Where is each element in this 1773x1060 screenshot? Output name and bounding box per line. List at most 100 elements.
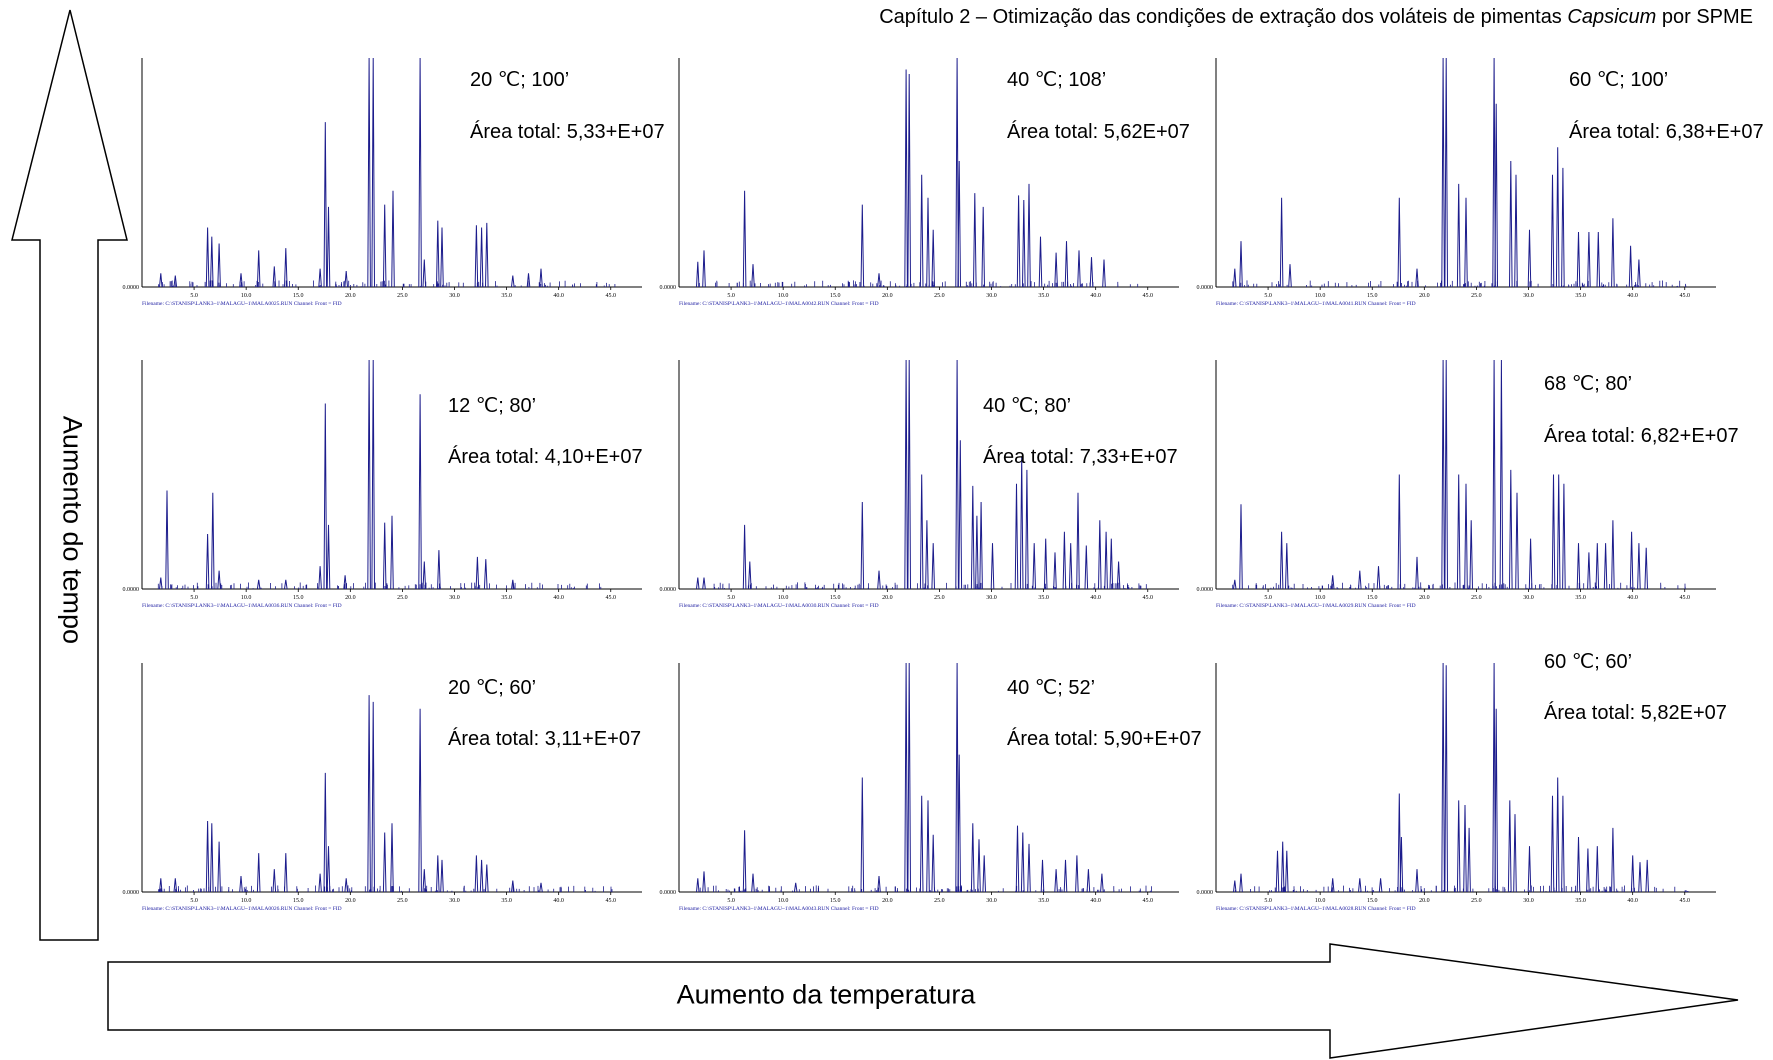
total-area-label: Área total: 7,33+E+07 xyxy=(983,446,1178,468)
chromatogram-peak xyxy=(1279,531,1284,590)
x-tick-label: 5.0 xyxy=(1264,293,1272,299)
x-tick-label: 10.0 xyxy=(241,898,252,904)
chromatogram-peak xyxy=(742,190,747,288)
horizontal-temperature-arrow xyxy=(107,943,1739,1059)
total-area-label: Área total: 5,33+E+07 xyxy=(470,121,665,143)
chromatogram-peak xyxy=(1561,795,1565,893)
chromatogram-peak xyxy=(1415,268,1419,288)
x-tick-label: 30.0 xyxy=(449,898,460,904)
y-zero-label: 0.0000 xyxy=(123,285,140,291)
x-tick-label: 25.0 xyxy=(1471,595,1482,601)
chromatogram-peak xyxy=(1027,183,1031,288)
chromatogram-peak xyxy=(256,250,261,288)
x-tick-label: 15.0 xyxy=(293,293,304,299)
chromatogram-peak xyxy=(1603,543,1608,590)
chromatogram-peak xyxy=(318,566,322,590)
x-tick-label: 35.0 xyxy=(1575,595,1586,601)
chromatogram-peak xyxy=(742,830,747,893)
x-tick-label: 40.0 xyxy=(1627,595,1638,601)
chromatogram-peak xyxy=(1102,259,1106,288)
x-tick-label: 30.0 xyxy=(1523,898,1534,904)
x-tick-label: 40.0 xyxy=(1627,898,1638,904)
x-tick-label: 10.0 xyxy=(1315,595,1326,601)
chromatogram-peak xyxy=(1561,167,1565,288)
chromatogram-peak xyxy=(479,227,484,288)
condition-label: 12 ℃; 80’ xyxy=(448,395,537,417)
x-tick-label: 5.0 xyxy=(727,293,735,299)
chromatogram-peak xyxy=(418,708,422,893)
chromatogram-peak xyxy=(165,490,169,590)
filename-label: Filename: C:\STANISP\LANK3~1\MALAGU~1\MA… xyxy=(142,906,342,912)
x-tick-label: 45.0 xyxy=(1680,293,1691,299)
chromatogram-peak xyxy=(877,273,881,288)
chromatogram-peak xyxy=(239,273,243,288)
chromatogram-peak xyxy=(1077,250,1081,288)
x-tick-label: 40.0 xyxy=(1090,595,1101,601)
chromatogram-peak xyxy=(1611,218,1615,288)
chromatogram-peak xyxy=(326,206,331,288)
chromatogram-peak xyxy=(1637,259,1641,288)
filename-label: Filename: C:\STANISP\LANK3~1\MALAGU~1\MA… xyxy=(679,603,879,609)
chromatogram-peak xyxy=(1239,504,1243,590)
chromatogram-peak xyxy=(159,577,163,590)
x-tick-label: 45.0 xyxy=(606,595,617,601)
horizontal-arrow-label: Aumento da temperatura xyxy=(676,979,976,1010)
chromatogram-peak xyxy=(511,275,515,288)
x-tick-label: 20.0 xyxy=(1419,898,1430,904)
x-tick-label: 20.0 xyxy=(1419,595,1430,601)
chromatogram-peak xyxy=(1507,800,1512,893)
x-tick-label: 25.0 xyxy=(1471,293,1482,299)
chromatogram-peak xyxy=(436,220,440,288)
chromatogram-peak xyxy=(1063,859,1068,893)
x-tick-label: 45.0 xyxy=(1143,898,1154,904)
chromatogram-peak xyxy=(1645,859,1649,893)
chromatogram-peak xyxy=(919,174,924,288)
chromatogram-peak xyxy=(1397,197,1402,288)
chromatogram-peak xyxy=(474,225,479,288)
chromatogram-peak xyxy=(318,268,322,288)
chromatogram-peak xyxy=(742,524,747,590)
chromatogram-peak xyxy=(1441,57,1445,288)
chromatogram-peak xyxy=(1053,552,1057,590)
chromatogram-peak xyxy=(418,57,422,288)
baseline-noise xyxy=(158,280,616,287)
filename-label: Filename: C:\STANISP\LANK3~1\MALAGU~1\MA… xyxy=(679,906,879,912)
x-tick-label: 10.0 xyxy=(778,595,789,601)
chromatogram-peak xyxy=(323,403,328,590)
chromatogram-peak xyxy=(702,577,706,590)
x-tick-label: 45.0 xyxy=(606,898,617,904)
x-tick-label: 30.0 xyxy=(449,595,460,601)
x-tick-label: 45.0 xyxy=(606,293,617,299)
chromatogram-peak xyxy=(256,853,261,893)
chromatogram-peak xyxy=(479,859,484,893)
chromatogram-peak xyxy=(1104,531,1108,590)
chromatogram-peak xyxy=(1378,878,1383,893)
chromatogram-peak xyxy=(1285,543,1289,590)
condition-label: 60 ℃; 100’ xyxy=(1569,69,1669,91)
x-tick-label: 20.0 xyxy=(882,595,893,601)
chromatogram-panel: 0.0000 5.0 10.0 15.0 20.0 25.0 30.0 35.0 40.0 45.… xyxy=(657,55,1190,307)
chromatogram-peak xyxy=(1098,520,1102,590)
baseline-noise xyxy=(1232,582,1686,589)
chromatogram-peak xyxy=(931,834,935,893)
y-zero-label: 0.0000 xyxy=(1197,890,1214,896)
chromatogram-peak xyxy=(955,359,959,590)
chromatogram-svg: 0.0000 5.0 10.0 15.0 20.0 25.0 30.0 35.0 40.0 45.… xyxy=(660,359,1179,609)
chromatogram-peak xyxy=(696,878,700,893)
chromatogram-peak xyxy=(1233,268,1237,288)
chromatogram-peak xyxy=(418,394,422,590)
chromatogram-peak xyxy=(748,561,752,590)
chromatogram-peak xyxy=(1638,862,1642,893)
total-area-label: Área total: 3,11+E+07 xyxy=(448,728,642,750)
chromatogram-peak xyxy=(1595,846,1600,893)
chromatogram-peak xyxy=(173,878,178,893)
total-area-label: Área total: 4,10+E+07 xyxy=(448,446,643,468)
chromatogram-svg: 0.0000 5.0 10.0 15.0 20.0 25.0 30.0 35.0 40.0 45.… xyxy=(1197,359,1716,609)
chromatogram-peak xyxy=(1630,855,1635,893)
chromatogram-peak xyxy=(343,575,347,590)
chromatogram-peak xyxy=(1444,665,1448,893)
y-zero-label: 0.0000 xyxy=(660,285,677,291)
chromatogram-peak xyxy=(1076,492,1080,590)
chromatogram-peak xyxy=(1587,552,1591,590)
